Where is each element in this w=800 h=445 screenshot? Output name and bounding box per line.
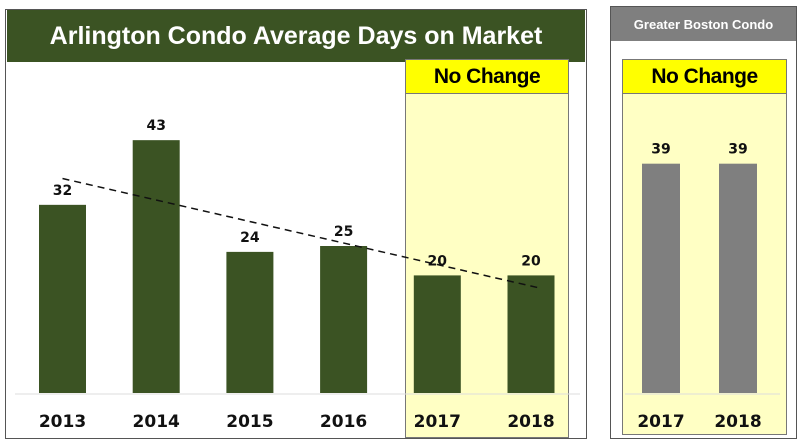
arlington-no-change-label: No Change — [406, 60, 568, 94]
boston-title: Greater Boston Condo — [611, 7, 796, 41]
data-label: 25 — [334, 224, 353, 240]
trendline — [62, 177, 540, 289]
bar-0-2016 — [320, 246, 368, 393]
data-label: 39 — [651, 142, 670, 158]
bar-0-2014 — [132, 140, 180, 393]
x-tick-label: 2016 — [320, 412, 367, 432]
x-tick-label: 2018 — [714, 412, 761, 432]
x-tick-label: 2015 — [226, 412, 273, 432]
x-tick-label: 2018 — [507, 412, 554, 432]
x-tick-label: 2013 — [39, 412, 86, 432]
bar-0-2017 — [413, 275, 461, 393]
bar-1-2017 — [642, 163, 680, 393]
data-label: 32 — [53, 183, 72, 199]
data-label: 24 — [240, 230, 260, 246]
bar-0-2015 — [226, 251, 274, 393]
bar-1-2018 — [719, 163, 757, 393]
arlington-title: Arlington Condo Average Days on Market — [7, 10, 585, 62]
x-tick-label: 2017 — [637, 412, 684, 432]
x-tick-label: 2014 — [133, 412, 180, 432]
data-label: 39 — [728, 142, 747, 158]
data-label: 20 — [428, 253, 448, 269]
x-tick-label: 2017 — [414, 412, 461, 432]
bar-0-2013 — [39, 204, 86, 393]
bar-0-2018 — [507, 275, 555, 393]
boston-no-change-label: No Change — [623, 60, 786, 94]
data-label: 20 — [521, 253, 541, 269]
data-label: 43 — [146, 118, 165, 134]
